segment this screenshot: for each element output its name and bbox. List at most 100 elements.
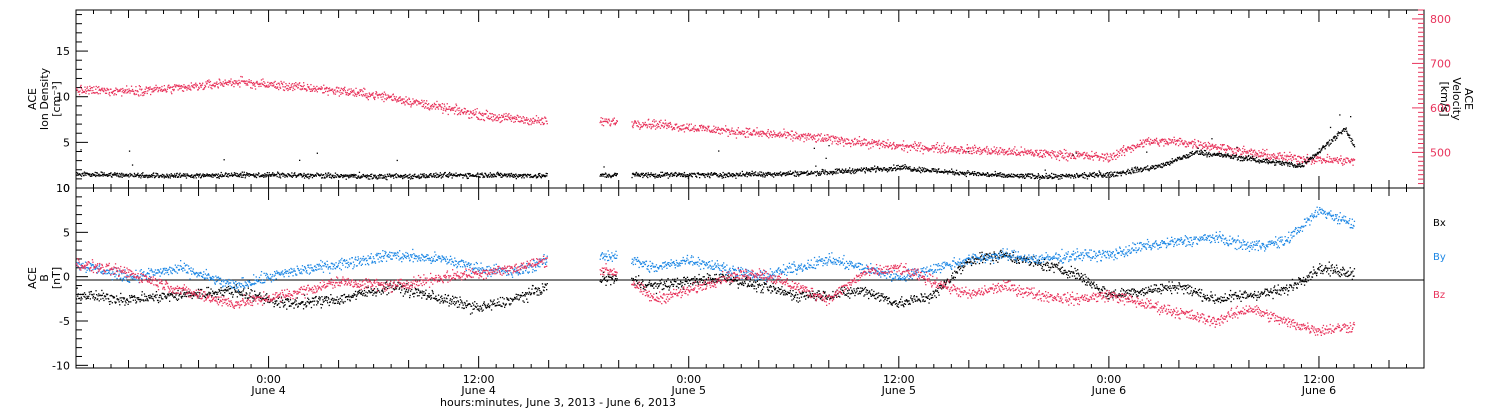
data-point [1287,162,1289,164]
data-point [1207,153,1209,156]
data-point [798,175,800,177]
data-point [848,139,850,141]
data-point [1006,150,1008,152]
data-point [208,174,211,176]
data-point [234,173,236,175]
data-point [279,87,282,89]
data-point [1340,158,1342,160]
data-point [98,86,100,88]
data-point [1151,142,1153,144]
data-point [1075,152,1077,154]
data-point [680,125,682,127]
data-point [1327,160,1330,163]
data-point [1012,153,1014,155]
data-point [1002,176,1005,178]
data-point [761,135,763,137]
data-point [394,173,396,176]
data-point [502,116,504,118]
data-point [1351,159,1353,161]
data-point [818,138,820,140]
data-point [291,86,293,88]
data-point [1040,149,1042,151]
data-point [774,136,776,138]
data-point [202,82,204,84]
data-point [734,131,737,133]
data-point [1273,161,1275,164]
data-point [882,140,884,142]
data-point [1255,152,1258,154]
data-point [1203,146,1206,148]
data-point [1225,155,1227,157]
data-point [715,173,717,175]
data-point [469,175,471,177]
data-point [840,171,842,173]
data-point [728,172,730,174]
data-point [952,151,954,153]
data-point [102,175,104,177]
data-point [1204,150,1207,152]
data-point [128,90,130,92]
data-point [976,152,978,154]
data-point [1160,166,1162,168]
data-point [393,177,395,179]
data-point [1210,155,1213,157]
data-point [1136,171,1138,173]
data-point [853,138,856,140]
data-point [323,84,325,86]
data-point [1226,155,1228,157]
data-point [397,100,399,102]
data-point [1012,173,1014,175]
data-point [135,93,138,95]
data-point [256,80,258,83]
data-point [640,173,642,175]
data-point [762,176,764,178]
data-point [1297,155,1299,158]
data-point [1032,151,1034,154]
data-point [300,85,302,87]
data-point [966,144,968,146]
data-point [147,177,149,179]
data-point [162,176,164,178]
data-point [177,85,179,87]
data-point [1003,149,1006,151]
data-point [1339,160,1341,162]
data-point [278,84,281,86]
data-point [449,173,451,175]
data-point [985,147,988,149]
data-point [1289,165,1291,167]
data-point [116,175,118,177]
data-point [316,172,318,174]
data-point [1213,154,1215,156]
data-point [1274,154,1276,156]
data-point [1276,157,1278,160]
data-point [247,84,249,86]
data-point [771,175,773,177]
data-point [1113,175,1115,178]
data-point [1039,151,1041,154]
data-point [920,172,922,174]
data-point [179,85,182,87]
data-point [277,86,279,88]
data-point [228,81,230,83]
data-point [186,173,189,175]
velocity-tick-label: 800 [1430,13,1451,26]
data-point [702,125,705,127]
data-point [613,117,615,119]
data-point [894,148,896,150]
data-point [120,174,122,176]
data-point [1257,160,1259,162]
data-point [1179,158,1182,160]
data-point [347,94,349,96]
data-point [494,174,496,176]
data-point [327,174,329,176]
data-point [1337,131,1339,133]
data-point [791,130,793,132]
data-point [1336,160,1338,162]
data-point [276,173,278,176]
data-point [1291,159,1293,162]
data-point [1263,161,1265,163]
data-point [809,133,812,135]
data-point [1009,174,1012,177]
data-point [634,121,637,123]
data-point [938,148,940,150]
